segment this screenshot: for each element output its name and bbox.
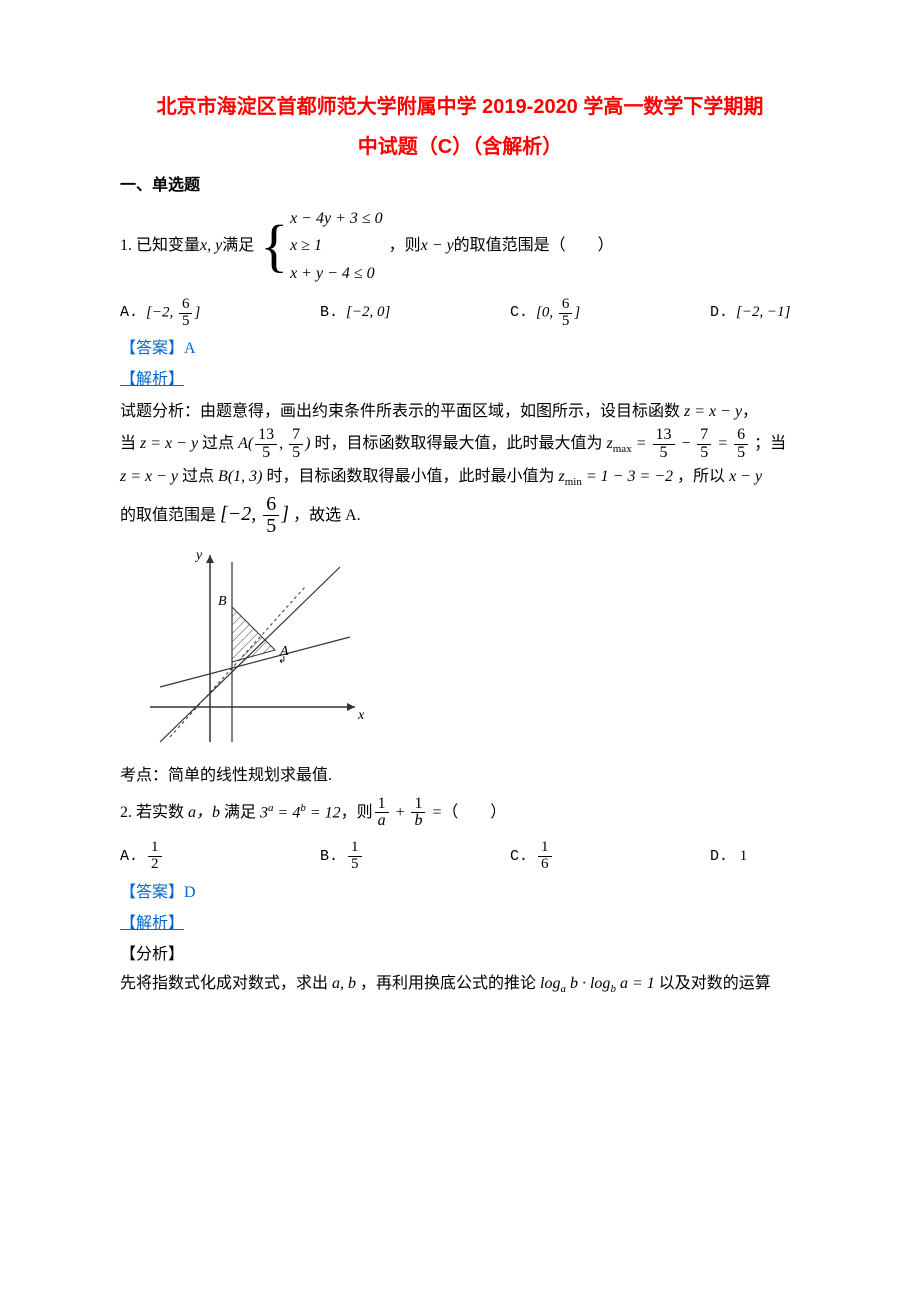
math: B(1, 3) xyxy=(218,468,262,485)
math: a, b xyxy=(332,975,356,992)
text: 的取值范围是 xyxy=(120,507,216,524)
svg-text:↲: ↲ xyxy=(278,655,286,666)
q2-eq: 3a = 4b = 12 xyxy=(260,799,341,827)
exam-title-2: 中试题（C）（含解析） xyxy=(120,130,800,164)
text: ，所以 xyxy=(677,468,725,485)
q2-opt-c: C. 16 xyxy=(510,840,710,873)
q2-then: ，则 xyxy=(341,799,373,826)
log-identity: loga b · logb a = 1 xyxy=(540,975,655,992)
q2-expr: 1a + 1b = xyxy=(373,796,443,831)
q1-expr: x − y xyxy=(421,232,454,259)
q1-options: A. [−2, 65] B.[−2, 0] C. [0, 65] D.[−2, … xyxy=(120,297,800,330)
q1-constraints: { x − 4y + 3 ≤ 0 x ≥ 1 x + y − 4 ≤ 0 xyxy=(260,205,382,287)
exam-title-1: 北京市海淀区首都师范大学附属中学 2019-2020 学高一数学下学期期 xyxy=(120,90,800,124)
q1-analysis-1: 试题分析：由题意得，画出约束条件所表示的平面区域，如图所示，设目标函数 z = … xyxy=(120,398,800,425)
q1-answer: 【答案】A xyxy=(120,335,800,362)
q1-analysis-4: 的取值范围是 [−2, 65] ，故选 A. xyxy=(120,494,800,537)
q1-analysis-label: 【解析】 xyxy=(120,366,800,393)
text: ，故选 A. xyxy=(293,507,361,524)
q1-satisfy: 满足 xyxy=(222,232,254,259)
q2-paren: （ ） xyxy=(442,799,506,826)
math: z = x − y xyxy=(120,468,178,485)
q1-opt-d: D.[−2, −1] xyxy=(710,297,790,330)
text: 过点 xyxy=(182,468,214,485)
svg-text:y: y xyxy=(194,548,203,563)
q1-analysis-3: z = x − y 过点 B(1, 3) 时，目标函数取得最小值，此时最小值为 … xyxy=(120,463,800,492)
text: 以及对数的运算 xyxy=(659,975,771,992)
section-header: 一、单选题 xyxy=(120,172,800,199)
q1-lead: 1. 已知变量 xyxy=(120,232,200,259)
question-2: 2. 若实数 a，b 满足 3a = 4b = 12 ，则 1a + 1b = … xyxy=(120,796,800,1000)
point-A: A(135, 75) xyxy=(238,435,310,452)
svg-text:x: x xyxy=(357,708,365,723)
text: 当 xyxy=(120,435,136,452)
q2-answer: 【答案】D xyxy=(120,879,800,906)
q2-options: A. 12 B. 15 C. 16 D. 1 xyxy=(120,840,800,873)
question-1: 1. 已知变量 x, y 满足 { x − 4y + 3 ≤ 0 x ≥ 1 x… xyxy=(120,205,800,789)
zmax: zmax = 135 − 75 = 65 xyxy=(607,435,751,452)
range-result: [−2, 65] xyxy=(220,503,289,525)
text: 过点 xyxy=(202,435,234,452)
text: 时，目标函数取得最大值，此时最大值为 xyxy=(315,435,603,452)
q1-opt-b: B.[−2, 0] xyxy=(320,297,510,330)
q1-topic: 考点：简单的线性规划求最值. xyxy=(120,762,800,789)
q2-satisfy: 满足 xyxy=(224,799,256,826)
q1-c3: x + y − 4 ≤ 0 xyxy=(290,260,383,287)
math: z = x − y xyxy=(140,435,198,452)
text: ， xyxy=(742,403,758,420)
q1-then: ，则 xyxy=(389,232,421,259)
q2-fenxi: 【分析】 xyxy=(120,941,800,968)
text: ，再利用换底公式的推论 xyxy=(360,975,536,992)
q2-vars: a，b xyxy=(188,799,220,826)
q1-analysis-2: 当 z = x − y 过点 A(135, 75) 时，目标函数取得最大值，此时… xyxy=(120,427,800,462)
q2-opt-a: A. 12 xyxy=(120,840,320,873)
q1-c1: x − 4y + 3 ≤ 0 xyxy=(290,205,383,232)
text: 时，目标函数取得最小值，此时最小值为 xyxy=(266,468,554,485)
zmin: zmin = 1 − 3 = −2 xyxy=(559,468,674,485)
math: x − y xyxy=(729,468,762,485)
q2-opt-b: B. 15 xyxy=(320,840,510,873)
q1-opt-c: C. [0, 65] xyxy=(510,297,710,330)
q2-opt-d: D. 1 xyxy=(710,840,747,873)
math: z = x − y xyxy=(684,403,742,420)
q2-analysis-1: 先将指数式化成对数式，求出 a, b ，再利用换底公式的推论 loga b · … xyxy=(120,970,800,999)
text: 先将指数式化成对数式，求出 xyxy=(120,975,328,992)
q1-vars: x, y xyxy=(200,232,222,259)
q1-c2: x ≥ 1 xyxy=(290,232,383,259)
text: ；当 xyxy=(754,435,786,452)
feasible-region-graph: x y B A ↲ xyxy=(140,547,800,756)
q1-opt-a: A. [−2, 65] xyxy=(120,297,320,330)
q2-lead: 2. 若实数 xyxy=(120,799,184,826)
q1-range: 的取值范围是（ ） xyxy=(454,232,614,259)
text: 试题分析：由题意得，画出约束条件所表示的平面区域，如图所示，设目标函数 xyxy=(120,403,680,420)
q2-analysis-label: 【解析】 xyxy=(120,910,800,937)
svg-text:B: B xyxy=(218,594,227,609)
